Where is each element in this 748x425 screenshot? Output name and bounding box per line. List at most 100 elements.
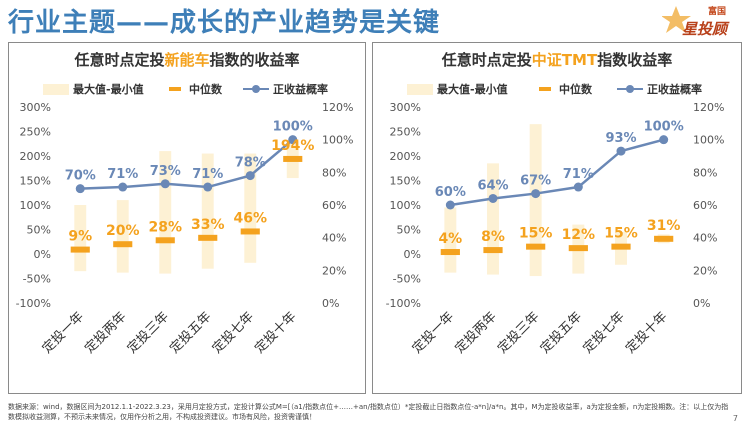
- y-right-tick-label: 0%: [693, 297, 710, 310]
- y-left-tick-label: 300%: [390, 101, 421, 114]
- positive-rate-label: 64%: [477, 178, 508, 193]
- y-left-tick-label: 250%: [390, 126, 421, 139]
- logo-big-text: 星投顾: [682, 20, 730, 38]
- positive-rate-point: [160, 179, 170, 189]
- y-right-tick-label: 80%: [322, 166, 346, 179]
- chart-legend: 最大值-最小值 中位数 正收益概率: [9, 81, 365, 99]
- legend-label-range: 最大值-最小值: [73, 83, 144, 96]
- chart-panel-nev: 任意时点定投新能车指数的收益率 最大值-最小值 中位数 正收益概率 -100% -…: [8, 42, 366, 394]
- y-right-tick-label: 80%: [693, 166, 717, 179]
- range-bar: [529, 124, 542, 277]
- median-label: 46%: [233, 210, 267, 226]
- y-left-tick-label: 150%: [20, 175, 51, 188]
- positive-rate-point: [203, 182, 213, 192]
- x-tick-label: 定投五年: [537, 309, 585, 357]
- legend-item-median: 中位数: [169, 81, 222, 97]
- range-bar: [74, 205, 87, 272]
- median-label: 4%: [438, 231, 462, 247]
- chart-title-prefix: 任意时点定投: [441, 51, 532, 69]
- chart-panel-tmt: 任意时点定投中证TMT指数收益率 最大值-最小值 中位数 正收益概率 -100%…: [372, 42, 742, 394]
- positive-rate-label: 67%: [520, 174, 551, 189]
- y-left-tick-label: 100%: [20, 199, 51, 212]
- median-bar: [198, 234, 218, 241]
- x-tick-label: 定投十年: [622, 309, 670, 357]
- y-left-tick-label: 300%: [20, 101, 51, 114]
- x-tick-label: 定投两年: [81, 309, 129, 357]
- legend-swatch-rate: [617, 83, 643, 95]
- median-bar: [483, 247, 503, 254]
- y-right-tick-label: 40%: [322, 232, 346, 245]
- y-right-tick-label: 120%: [693, 101, 724, 114]
- range-bar: [159, 151, 172, 274]
- range-bar: [116, 200, 129, 273]
- y-right-tick-label: 60%: [693, 199, 717, 212]
- positive-rate-point: [445, 200, 455, 210]
- legend-item-median: 中位数: [539, 81, 592, 97]
- legend-item-rate: 正收益概率: [243, 81, 328, 97]
- y-left-tick-label: 150%: [390, 175, 421, 188]
- y-left-tick-label: 0%: [34, 248, 51, 261]
- positive-rate-point: [488, 193, 498, 203]
- range-bar: [201, 153, 214, 269]
- positive-rate-point: [573, 182, 583, 192]
- x-tick-label: 定投一年: [409, 309, 457, 357]
- positive-rate-point: [616, 146, 626, 156]
- median-label: 8%: [481, 229, 505, 245]
- median-label: 15%: [604, 226, 638, 242]
- median-bar: [611, 243, 631, 250]
- brand-logo: 富国 星投顾: [661, 2, 738, 40]
- median-bar: [155, 237, 175, 244]
- legend-swatch-median: [539, 87, 551, 91]
- positive-rate-label: 100%: [273, 120, 313, 135]
- chart-title-highlight: 新能车: [164, 51, 210, 69]
- range-bar: [487, 163, 499, 275]
- positive-rate-label: 78%: [235, 156, 266, 171]
- positive-rate-point: [288, 135, 298, 145]
- y-left-tick-label: 200%: [20, 150, 51, 163]
- page-number: 7: [732, 414, 738, 423]
- y-right-tick-label: 120%: [322, 101, 353, 114]
- median-label: 9%: [68, 229, 92, 245]
- y-left-tick-label: -100%: [16, 297, 51, 310]
- y-right-tick-label: 40%: [693, 232, 717, 245]
- positive-rate-label: 73%: [150, 164, 181, 179]
- range-bar: [444, 207, 457, 273]
- legend-label-range: 最大值-最小值: [437, 83, 508, 96]
- chart-title-nev: 任意时点定投新能车指数的收益率: [9, 49, 365, 70]
- legend-swatch-rate: [243, 83, 269, 95]
- chart-legend: 最大值-最小值 中位数 正收益概率: [373, 81, 741, 99]
- median-bar: [526, 243, 546, 250]
- y-left-tick-label: 200%: [390, 150, 421, 163]
- x-tick-label: 定投五年: [166, 309, 214, 357]
- median-label: 31%: [647, 218, 681, 234]
- median-bar: [240, 228, 260, 235]
- positive-rate-label: 71%: [192, 167, 223, 182]
- chart-title-prefix: 任意时点定投: [74, 51, 165, 69]
- legend-swatch-range: [43, 83, 69, 95]
- legend-label-rate: 正收益概率: [273, 83, 328, 96]
- positive-rate-line: [450, 138, 664, 207]
- page-title: 行业主题——成长的产业趋势是关键: [8, 8, 441, 38]
- positive-rate-point: [245, 171, 255, 181]
- y-right-tick-label: 0%: [322, 297, 339, 310]
- chart-title-suffix: 指数的收益率: [209, 51, 300, 69]
- chart-plot-nev: -100% -50% 0% 50% 100% 150% 200% 250% 300% 0% 20% 4…: [16, 101, 354, 357]
- legend-swatch-median: [169, 87, 181, 91]
- footer-note: 数据来源：wind，数据区间为2012.1.1-2022.3.23，采用月定投方…: [8, 403, 729, 421]
- median-label: 194%: [271, 138, 314, 154]
- positive-rate-label: 71%: [563, 167, 594, 182]
- x-tick-label: 定投两年: [452, 309, 500, 357]
- median-bar: [113, 241, 133, 248]
- median-bar: [70, 246, 90, 253]
- logo-small-text: 富国: [708, 5, 726, 17]
- y-right-tick-label: 60%: [322, 199, 346, 212]
- positive-rate-label: 71%: [107, 167, 138, 182]
- y-left-tick-label: 50%: [27, 224, 51, 237]
- positive-rate-label: 70%: [65, 169, 96, 184]
- median-label: 33%: [191, 217, 225, 233]
- y-left-tick-label: -50%: [23, 273, 51, 286]
- x-tick-label: 定投十年: [251, 309, 299, 357]
- x-tick-label: 定投七年: [209, 309, 257, 357]
- positive-rate-line: [80, 138, 294, 190]
- y-right-tick-label: 100%: [322, 134, 353, 147]
